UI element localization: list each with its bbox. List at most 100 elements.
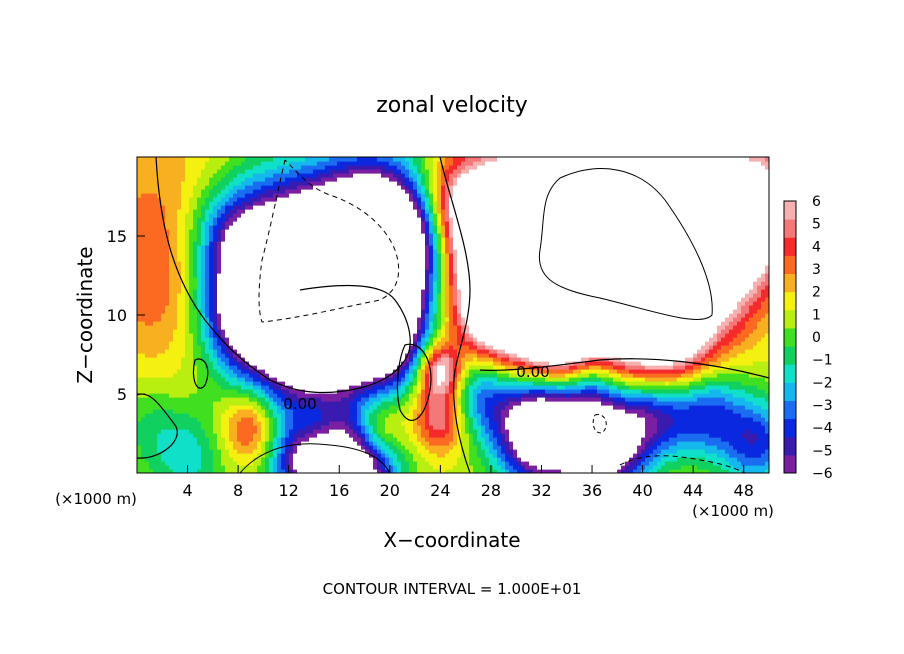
field-cell bbox=[521, 441, 526, 446]
field-cell bbox=[409, 421, 414, 426]
field-cell bbox=[393, 365, 398, 370]
field-cell bbox=[737, 357, 742, 362]
field-cell bbox=[245, 421, 250, 426]
field-cell bbox=[201, 425, 206, 430]
field-cell bbox=[253, 381, 258, 386]
field-cell bbox=[189, 377, 194, 382]
field-cell bbox=[453, 441, 458, 446]
field-cell bbox=[289, 429, 294, 434]
field-cell bbox=[605, 425, 610, 430]
field-cell bbox=[185, 357, 190, 362]
field-cell bbox=[321, 357, 326, 362]
field-cell bbox=[705, 357, 710, 362]
field-cell bbox=[549, 377, 554, 382]
field-cell bbox=[305, 369, 310, 374]
field-cell bbox=[177, 405, 182, 410]
field-cell bbox=[729, 461, 734, 466]
field-cell bbox=[525, 409, 530, 414]
field-cell bbox=[377, 437, 382, 442]
field-cell bbox=[153, 421, 158, 426]
field-cell bbox=[669, 437, 674, 442]
field-cell bbox=[285, 401, 290, 406]
field-cell bbox=[265, 457, 270, 462]
field-cell bbox=[613, 405, 618, 410]
field-cell bbox=[225, 445, 230, 450]
field-cell bbox=[369, 469, 374, 473]
field-cell bbox=[761, 401, 766, 406]
field-cell bbox=[301, 401, 306, 406]
field-cell bbox=[373, 421, 378, 426]
field-cell bbox=[381, 381, 386, 386]
field-cell bbox=[437, 389, 442, 394]
field-cell bbox=[649, 409, 654, 414]
field-cell bbox=[765, 457, 769, 462]
field-cell bbox=[501, 393, 506, 398]
field-cell bbox=[401, 437, 406, 442]
field-cell bbox=[529, 401, 534, 406]
field-cell bbox=[529, 441, 534, 446]
field-cell bbox=[205, 469, 210, 473]
field-cell bbox=[761, 461, 766, 466]
field-cell bbox=[665, 377, 670, 382]
field-cell bbox=[681, 417, 686, 422]
field-cell bbox=[373, 425, 378, 430]
field-cell bbox=[513, 405, 518, 410]
field-cell bbox=[753, 425, 758, 430]
field-cell bbox=[621, 385, 626, 390]
field-cell bbox=[257, 389, 262, 394]
field-cell bbox=[449, 357, 454, 362]
field-cell bbox=[405, 437, 410, 442]
field-cell bbox=[673, 361, 678, 366]
field-cell bbox=[297, 417, 302, 422]
field-cell bbox=[301, 345, 306, 350]
field-cell bbox=[713, 445, 718, 450]
field-cell bbox=[517, 429, 522, 434]
field-cell bbox=[521, 377, 526, 382]
field-cell bbox=[693, 365, 698, 370]
field-cell bbox=[657, 389, 662, 394]
field-cell bbox=[477, 421, 482, 426]
field-cell bbox=[525, 461, 530, 466]
field-cell bbox=[213, 449, 218, 454]
field-cell bbox=[165, 381, 170, 386]
field-cell bbox=[373, 365, 378, 370]
field-cell bbox=[141, 397, 146, 402]
field-cell bbox=[153, 361, 158, 366]
field-cell bbox=[281, 389, 286, 394]
field-cell bbox=[321, 349, 326, 354]
field-cell bbox=[221, 453, 226, 458]
field-cell bbox=[161, 381, 166, 386]
field-cell bbox=[277, 353, 282, 358]
field-cell bbox=[249, 393, 254, 398]
field-cell bbox=[325, 381, 330, 386]
field-cell bbox=[549, 437, 554, 442]
field-cell bbox=[457, 377, 462, 382]
field-cell bbox=[401, 465, 406, 470]
field-cell bbox=[757, 397, 762, 402]
field-cell bbox=[489, 429, 494, 434]
field-cell bbox=[757, 445, 762, 450]
field-cell bbox=[633, 445, 638, 450]
field-cell bbox=[317, 449, 322, 454]
field-cell bbox=[281, 349, 286, 354]
field-cell bbox=[285, 453, 290, 458]
field-cell bbox=[209, 421, 214, 426]
field-cell bbox=[357, 417, 362, 422]
field-cell bbox=[241, 357, 246, 362]
field-cell bbox=[181, 445, 186, 450]
field-cell bbox=[589, 385, 594, 390]
field-cell bbox=[381, 441, 386, 446]
field-cell bbox=[337, 453, 342, 458]
field-cell bbox=[245, 417, 250, 422]
field-cell bbox=[541, 469, 546, 473]
field-cell bbox=[393, 401, 398, 406]
field-cell bbox=[577, 381, 582, 386]
field-cell bbox=[625, 417, 630, 422]
field-cell bbox=[617, 417, 622, 422]
field-cell bbox=[229, 445, 234, 450]
field-cell bbox=[677, 429, 682, 434]
field-cell bbox=[221, 389, 226, 394]
field-cell bbox=[669, 449, 674, 454]
field-cell bbox=[765, 417, 769, 422]
field-cell bbox=[741, 373, 746, 378]
